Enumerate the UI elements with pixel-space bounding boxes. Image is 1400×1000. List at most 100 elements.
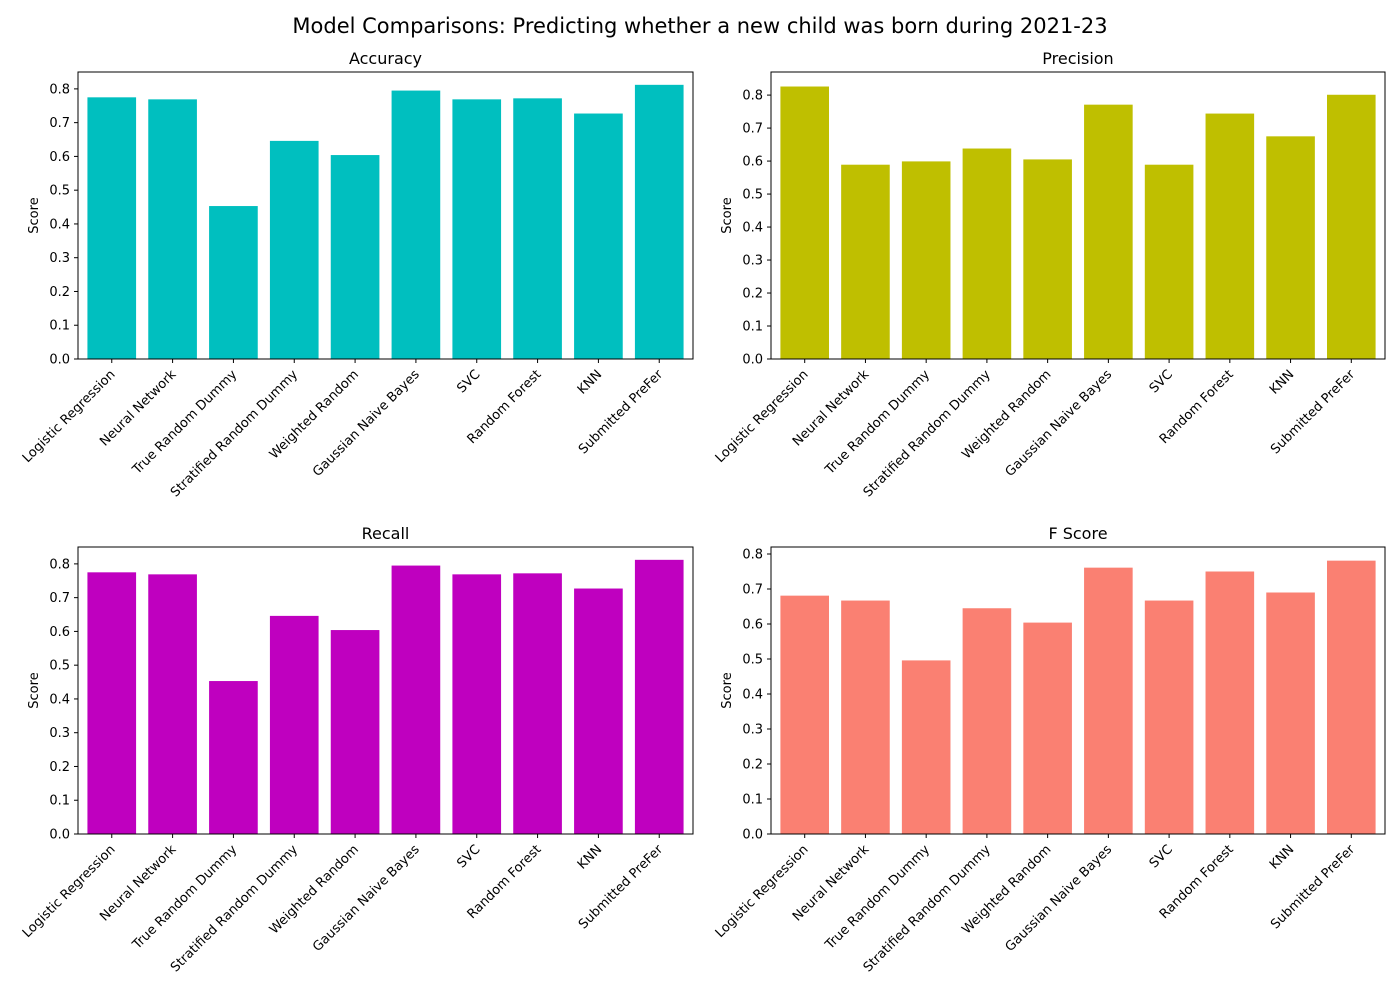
axes-frame [77, 546, 694, 835]
bar-weighted-random [1023, 159, 1072, 359]
bar-svc [452, 99, 502, 359]
bar-logistic-regression [780, 86, 829, 359]
x-tick-label-true-random-dummy: True Random Dummy [822, 842, 933, 953]
y-axis-label: Score [27, 672, 42, 708]
x-tick-label-gaussian-naive-bayes: Gaussian Naive Bayes [310, 842, 423, 955]
x-tick-label-stratified-random-dummy: Stratified Random Dummy [168, 842, 301, 975]
x-tick-label-knn: KNN [1267, 842, 1297, 872]
chart-recall: 0.0 0.1 0.2 0.3 0.4 0.5 0.6 0.7 0.8 Logistic Regr… [20, 524, 694, 975]
axes-frame [770, 71, 1386, 360]
bar-neural-network [841, 164, 890, 359]
y-tick-label: 0.3 [49, 251, 70, 266]
y-axis-label: Score [27, 197, 42, 233]
chart-f-score: 0.0 0.1 0.2 0.3 0.4 0.5 0.6 0.7 0.8 Logistic Regr… [713, 524, 1386, 975]
bar-true-random-dummy [901, 660, 951, 834]
y-tick-label: 0.1 [49, 794, 70, 809]
y-tick-label: 0.4 [742, 688, 763, 703]
x-tick-label-svc: SVC [1147, 367, 1176, 396]
y-tick-label: 0.8 [742, 89, 763, 104]
x-tick-label-knn: KNN [575, 367, 605, 397]
x-tick-label-logistic-regression: Logistic Regression [713, 367, 812, 466]
y-tick-label: 0.0 [742, 828, 763, 843]
bar-knn [1266, 592, 1315, 834]
x-tick-label-gaussian-naive-bayes: Gaussian Naive Bayes [1003, 842, 1116, 955]
bar-logistic-regression [87, 97, 137, 359]
bar-gaussian-naive-bayes [391, 90, 441, 359]
x-tick-label-logistic-regression: Logistic Regression [20, 842, 119, 941]
axes-frame [770, 546, 1386, 835]
figure-title: Model Comparisons: Predicting whether a … [292, 14, 1108, 38]
bar-random-forest [1205, 571, 1255, 834]
x-tick-label-logistic-regression: Logistic Regression [20, 367, 119, 466]
x-tick-label-stratified-random-dummy: Stratified Random Dummy [861, 367, 994, 500]
y-axis-label: Score [720, 197, 735, 233]
y-tick-label: 0.6 [742, 618, 763, 633]
y-tick-label: 0.1 [742, 320, 763, 335]
y-tick-label: 0.1 [49, 319, 70, 334]
bar-svc [452, 574, 502, 834]
y-tick-label: 0.2 [742, 287, 763, 302]
bar-knn [1266, 136, 1315, 359]
y-tick-label: 0.3 [49, 726, 70, 741]
bar-logistic-regression [87, 572, 137, 834]
y-tick-label: 0.4 [49, 692, 70, 707]
x-tick-label-true-random-dummy: True Random Dummy [129, 367, 240, 478]
x-tick-label-knn: KNN [1267, 367, 1297, 397]
x-tick-label-svc: SVC [454, 842, 483, 871]
y-tick-label: 0.5 [742, 653, 763, 668]
y-tick-label: 0.5 [742, 188, 763, 203]
y-tick-label: 0.8 [742, 548, 763, 563]
x-tick-label-gaussian-naive-bayes: Gaussian Naive Bayes [1003, 367, 1116, 480]
chart-title: Recall [362, 524, 410, 543]
x-tick-label-svc: SVC [454, 367, 483, 396]
bar-weighted-random [330, 155, 380, 359]
y-tick-label: 0.7 [742, 583, 763, 598]
bar-knn [574, 113, 623, 359]
chart-title: Precision [1042, 49, 1113, 68]
y-tick-label: 0.8 [49, 82, 70, 97]
y-tick-label: 0.0 [49, 828, 70, 843]
y-tick-label: 0.8 [49, 557, 70, 572]
bar-gaussian-naive-bayes [1084, 104, 1133, 359]
y-tick-label: 0.7 [742, 122, 763, 137]
x-tick-label-svc: SVC [1147, 842, 1176, 871]
bar-submitted-prefer [1327, 560, 1376, 834]
chart-title: Accuracy [349, 49, 422, 68]
x-tick-label-gaussian-naive-bayes: Gaussian Naive Bayes [310, 367, 423, 480]
x-tick-label-logistic-regression: Logistic Regression [713, 842, 812, 941]
bar-stratified-random-dummy [269, 140, 319, 359]
y-tick-label: 0.7 [49, 591, 70, 606]
bar-random-forest [513, 98, 562, 359]
bar-knn [574, 588, 623, 834]
y-tick-label: 0.2 [742, 758, 763, 773]
y-tick-label: 0.0 [742, 353, 763, 368]
bar-random-forest [513, 573, 562, 834]
axes-frame [77, 71, 694, 360]
y-tick-label: 0.2 [49, 760, 70, 775]
y-tick-label: 0.6 [742, 155, 763, 170]
y-tick-label: 0.1 [742, 793, 763, 808]
y-tick-label: 0.3 [742, 723, 763, 738]
bar-neural-network [148, 99, 197, 359]
bar-true-random-dummy [209, 206, 258, 359]
y-tick-label: 0.3 [742, 254, 763, 269]
y-tick-label: 0.5 [49, 184, 70, 199]
bar-stratified-random-dummy [962, 148, 1012, 359]
x-tick-label-stratified-random-dummy: Stratified Random Dummy [861, 842, 994, 975]
bar-logistic-regression [780, 595, 829, 834]
chart-accuracy: 0.0 0.1 0.2 0.3 0.4 0.5 0.6 0.7 0.8 Logistic Regr… [20, 49, 694, 500]
y-tick-label: 0.4 [742, 221, 763, 236]
y-tick-label: 0.6 [49, 150, 70, 165]
y-tick-label: 0.4 [49, 217, 70, 232]
bar-gaussian-naive-bayes [391, 565, 441, 834]
bar-submitted-prefer [634, 559, 684, 834]
bar-neural-network [148, 574, 197, 834]
bar-stratified-random-dummy [269, 615, 319, 834]
bar-gaussian-naive-bayes [1084, 567, 1133, 834]
y-tick-label: 0.2 [49, 285, 70, 300]
y-tick-label: 0.7 [49, 116, 70, 131]
y-tick-label: 0.6 [49, 625, 70, 640]
bar-weighted-random [1023, 622, 1072, 834]
